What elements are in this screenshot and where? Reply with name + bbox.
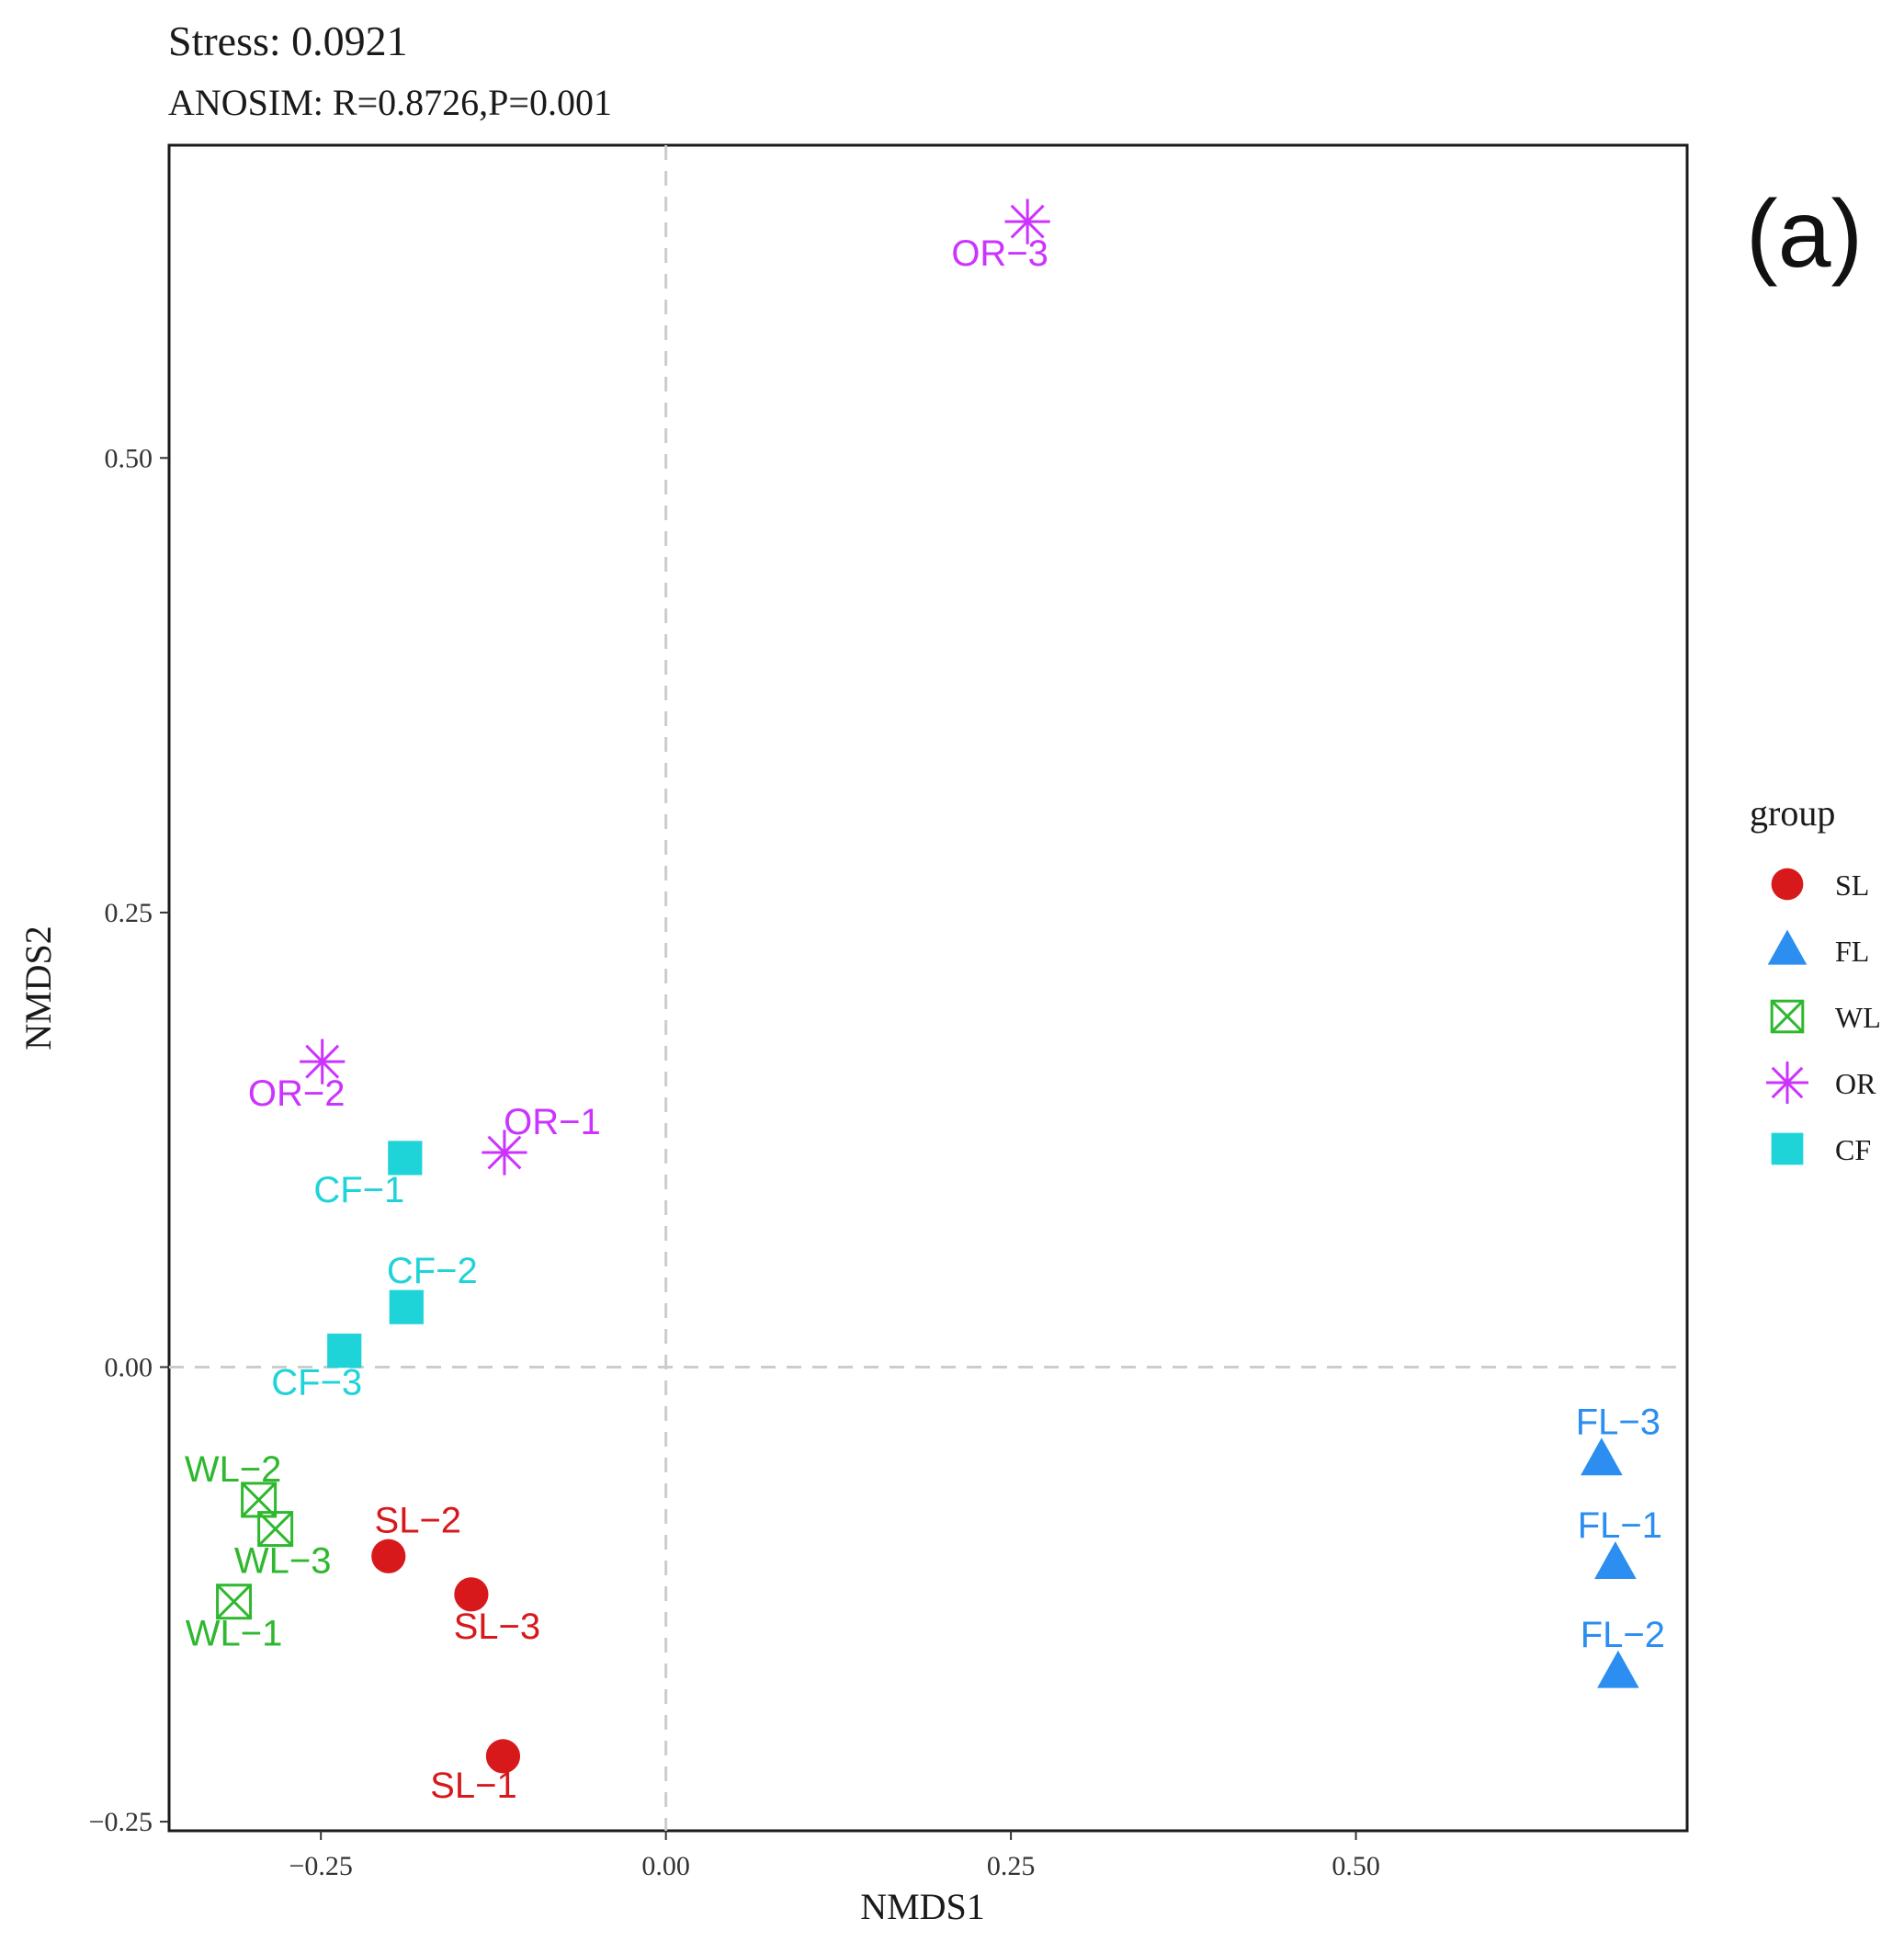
panel-label: (a): [1746, 181, 1863, 288]
legend-entry-cf: CF: [1835, 1133, 1871, 1166]
x-tick-label: 0.00: [641, 1851, 690, 1881]
point-or-10: [482, 1130, 527, 1175]
y-tick-label: 0.00: [105, 1353, 153, 1383]
point-label: WL−2: [185, 1449, 282, 1490]
legend-key-cf: [1771, 1132, 1804, 1165]
reference-lines: [169, 145, 1687, 1831]
legend-key-sl: [1771, 868, 1804, 901]
stress-title: Stress: 0.0921: [168, 17, 408, 64]
point-cf-15: [327, 1334, 362, 1368]
legend-title: group: [1750, 792, 1835, 834]
point-label: SL−3: [454, 1607, 541, 1647]
plot-panel-border: [167, 143, 1689, 1833]
point-fl-4: [1594, 1541, 1637, 1579]
y-tick-label: −0.25: [89, 1807, 153, 1837]
point-cf-13: [388, 1141, 423, 1175]
point-label: FL−2: [1581, 1615, 1665, 1655]
point-cf-14: [389, 1289, 424, 1324]
point-label: OR−3: [951, 233, 1048, 274]
point-label: SL−2: [375, 1500, 462, 1540]
anosim-subtitle: ANOSIM: R=0.8726,P=0.001: [168, 82, 612, 123]
point-wl-9: [257, 1511, 294, 1548]
legend-key-wl: [1770, 999, 1805, 1034]
point-sl-1: [485, 1739, 521, 1774]
point-label: OR−2: [248, 1073, 346, 1114]
point-label: CF−3: [271, 1363, 362, 1403]
point-sl-2: [371, 1539, 406, 1573]
x-tick-label: 0.25: [987, 1851, 1036, 1881]
y-tick-label: 0.25: [105, 898, 153, 928]
legend-key-or: [1766, 1062, 1808, 1104]
point-label: FL−3: [1576, 1402, 1660, 1442]
legend-entry-fl: FL: [1835, 935, 1869, 968]
x-axis-title: NMDS1: [860, 1886, 985, 1927]
legend-key-fl: [1767, 929, 1808, 965]
legend: group SL FL WL OR CF: [1750, 792, 1881, 1166]
x-tick-label: 0.50: [1332, 1851, 1380, 1881]
point-label: WL−1: [186, 1614, 283, 1654]
point-label: OR−1: [504, 1102, 601, 1142]
point-label: CF−2: [387, 1251, 478, 1291]
y-tick-label: 0.50: [105, 443, 153, 473]
point-label: SL−1: [430, 1766, 517, 1806]
legend-entry-wl: WL: [1835, 1001, 1881, 1034]
legend-entry-or: OR: [1835, 1067, 1876, 1100]
point-or-12: [1004, 199, 1050, 244]
point-label: CF−1: [313, 1170, 404, 1210]
point-sl-3: [454, 1577, 489, 1612]
x-tick-label: −0.25: [289, 1851, 352, 1881]
data-points: [216, 199, 1639, 1774]
point-fl-5: [1597, 1650, 1639, 1688]
point-labels: SL−1 SL−2 SL−3 FL−1 FL−2 FL−3 WL−1 WL−2 WL−3 OR−1…: [185, 233, 1665, 1806]
legend-entry-sl: SL: [1835, 869, 1869, 902]
point-or-11: [300, 1039, 346, 1084]
point-label: WL−3: [234, 1541, 332, 1582]
y-axis-title: NMDS2: [17, 925, 59, 1050]
axes: −0.25 0.00 0.25 0.50 −0.25 0.00 0.25 0.50: [89, 443, 1380, 1881]
point-wl-7: [216, 1584, 253, 1620]
point-label: FL−1: [1578, 1505, 1662, 1546]
point-fl-6: [1581, 1437, 1623, 1476]
